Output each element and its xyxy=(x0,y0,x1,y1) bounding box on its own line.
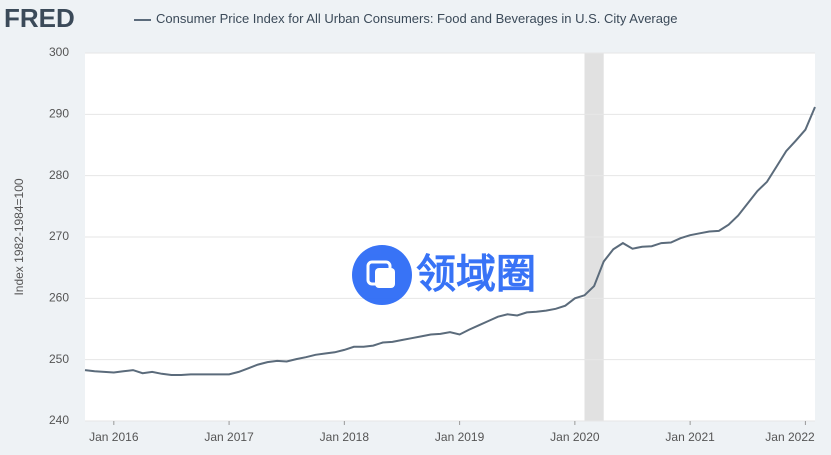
y-tick-label: 300 xyxy=(49,45,69,59)
title-box: Consumer Price Index for All Urban Consu… xyxy=(156,11,678,26)
brand[interactable]: FRED xyxy=(4,3,75,33)
x-tick-label: Jan 2016 xyxy=(89,430,139,444)
x-tick-label: Jan 2020 xyxy=(550,430,600,444)
y-axis-label: Index 1982-1984=100 xyxy=(12,178,26,295)
chart-title: Consumer Price Index for All Urban Consu… xyxy=(156,11,678,26)
watermark-icon-shape xyxy=(375,268,395,288)
x-tick-label: Jan 2022 xyxy=(765,430,815,444)
x-tick-label: Jan 2021 xyxy=(665,430,715,444)
y-tick-label: 290 xyxy=(49,107,69,121)
x-tick-label: Jan 2017 xyxy=(204,430,254,444)
x-tick-label: Jan 2018 xyxy=(320,430,370,444)
watermark: 领域圈 xyxy=(352,245,536,305)
y-tick-label: 240 xyxy=(49,413,69,427)
x-tick-label: Jan 2019 xyxy=(435,430,485,444)
data-line xyxy=(84,106,816,376)
y-tick-label: 270 xyxy=(49,229,69,243)
watermark-text: 领域圈 xyxy=(416,253,536,297)
y-tick-label: 260 xyxy=(49,291,69,305)
y-tick-label: 280 xyxy=(49,168,69,182)
y-tick-label: 250 xyxy=(49,352,69,366)
